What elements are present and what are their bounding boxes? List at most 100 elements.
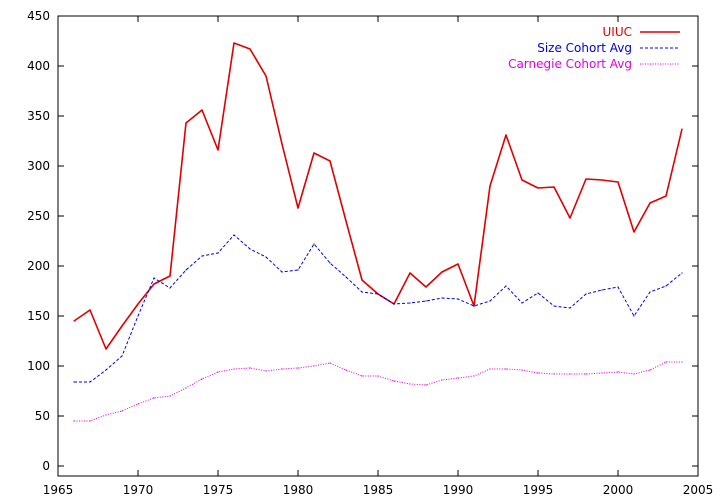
data-point bbox=[649, 369, 651, 371]
data-point bbox=[553, 186, 555, 188]
data-point bbox=[393, 303, 395, 305]
data-point bbox=[425, 286, 427, 288]
data-point bbox=[441, 379, 443, 381]
data-point bbox=[473, 305, 475, 307]
data-point bbox=[345, 220, 347, 222]
x-tick-label: 1975 bbox=[203, 483, 234, 497]
data-point bbox=[249, 48, 251, 50]
data-point bbox=[313, 152, 315, 154]
data-point bbox=[297, 207, 299, 209]
data-point bbox=[633, 315, 635, 317]
data-point bbox=[537, 187, 539, 189]
data-point bbox=[217, 149, 219, 151]
data-point bbox=[89, 309, 91, 311]
data-point bbox=[169, 275, 171, 277]
x-tick-label: 2005 bbox=[683, 483, 714, 497]
data-point bbox=[553, 305, 555, 307]
data-point bbox=[585, 293, 587, 295]
series-line-2 bbox=[74, 361, 682, 422]
data-point bbox=[89, 381, 91, 383]
data-point bbox=[601, 289, 603, 291]
series-1-points bbox=[73, 234, 683, 383]
data-point bbox=[281, 271, 283, 273]
data-point bbox=[409, 272, 411, 274]
data-point bbox=[169, 395, 171, 397]
data-point bbox=[137, 315, 139, 317]
data-point bbox=[73, 320, 75, 322]
y-tick-label: 400 bbox=[27, 59, 50, 73]
data-point bbox=[521, 179, 523, 181]
data-point bbox=[249, 367, 251, 369]
x-tick-label: 1980 bbox=[283, 483, 314, 497]
data-point bbox=[137, 403, 139, 405]
data-point bbox=[361, 279, 363, 281]
data-point bbox=[425, 384, 427, 386]
data-point bbox=[345, 276, 347, 278]
legend: UIUC Size Cohort Avg Carnegie Cohort Avg bbox=[508, 25, 680, 71]
data-point bbox=[265, 75, 267, 77]
plot-frame bbox=[57, 15, 699, 477]
data-point bbox=[233, 42, 235, 44]
data-point bbox=[601, 372, 603, 374]
x-tick-label: 1985 bbox=[363, 483, 394, 497]
data-point bbox=[201, 109, 203, 111]
data-point bbox=[601, 179, 603, 181]
series-0-points bbox=[73, 42, 683, 350]
y-tick-label: 150 bbox=[27, 309, 50, 323]
data-point bbox=[489, 300, 491, 302]
data-point bbox=[393, 380, 395, 382]
data-point bbox=[153, 277, 155, 279]
data-point bbox=[457, 377, 459, 379]
data-point bbox=[73, 381, 75, 383]
data-point bbox=[121, 410, 123, 412]
series-lines bbox=[73, 42, 683, 422]
data-point bbox=[505, 368, 507, 370]
data-point bbox=[105, 369, 107, 371]
data-point bbox=[457, 298, 459, 300]
data-point bbox=[617, 286, 619, 288]
data-point bbox=[137, 303, 139, 305]
data-point bbox=[377, 375, 379, 377]
y-tick-label: 350 bbox=[27, 109, 50, 123]
data-point bbox=[201, 255, 203, 257]
series-line-1 bbox=[74, 234, 683, 383]
data-point bbox=[217, 252, 219, 254]
data-point bbox=[249, 248, 251, 250]
data-point bbox=[329, 262, 331, 264]
axis-ticks: 1965 1970 1975 1980 1985 1990 1995 2000 2005 0 50 1… bbox=[27, 9, 713, 497]
data-point bbox=[297, 269, 299, 271]
data-point bbox=[441, 297, 443, 299]
data-point bbox=[105, 348, 107, 350]
data-point bbox=[185, 387, 187, 389]
data-point bbox=[649, 202, 651, 204]
x-tick-label: 1965 bbox=[43, 483, 74, 497]
data-point bbox=[73, 420, 75, 422]
legend-label-2: Carnegie Cohort Avg bbox=[508, 57, 632, 71]
data-point bbox=[569, 217, 571, 219]
data-point bbox=[521, 369, 523, 371]
data-point bbox=[457, 263, 459, 265]
y-tick-label: 50 bbox=[35, 409, 50, 423]
data-point bbox=[313, 365, 315, 367]
data-point bbox=[377, 293, 379, 295]
data-point bbox=[665, 285, 667, 287]
data-point bbox=[649, 291, 651, 293]
data-point bbox=[569, 307, 571, 309]
x-tick-label: 1990 bbox=[443, 483, 474, 497]
data-point bbox=[633, 231, 635, 233]
data-point bbox=[281, 143, 283, 145]
data-point bbox=[121, 325, 123, 327]
data-point bbox=[617, 371, 619, 373]
data-point bbox=[185, 269, 187, 271]
series-line-0 bbox=[73, 42, 683, 350]
data-point bbox=[665, 361, 667, 363]
data-point bbox=[281, 368, 283, 370]
y-tick-label: 450 bbox=[27, 9, 50, 23]
data-point bbox=[473, 375, 475, 377]
data-point bbox=[105, 414, 107, 416]
x-tick-label: 1970 bbox=[123, 483, 154, 497]
legend-label-1: Size Cohort Avg bbox=[537, 41, 632, 55]
data-point bbox=[537, 292, 539, 294]
data-point bbox=[329, 160, 331, 162]
